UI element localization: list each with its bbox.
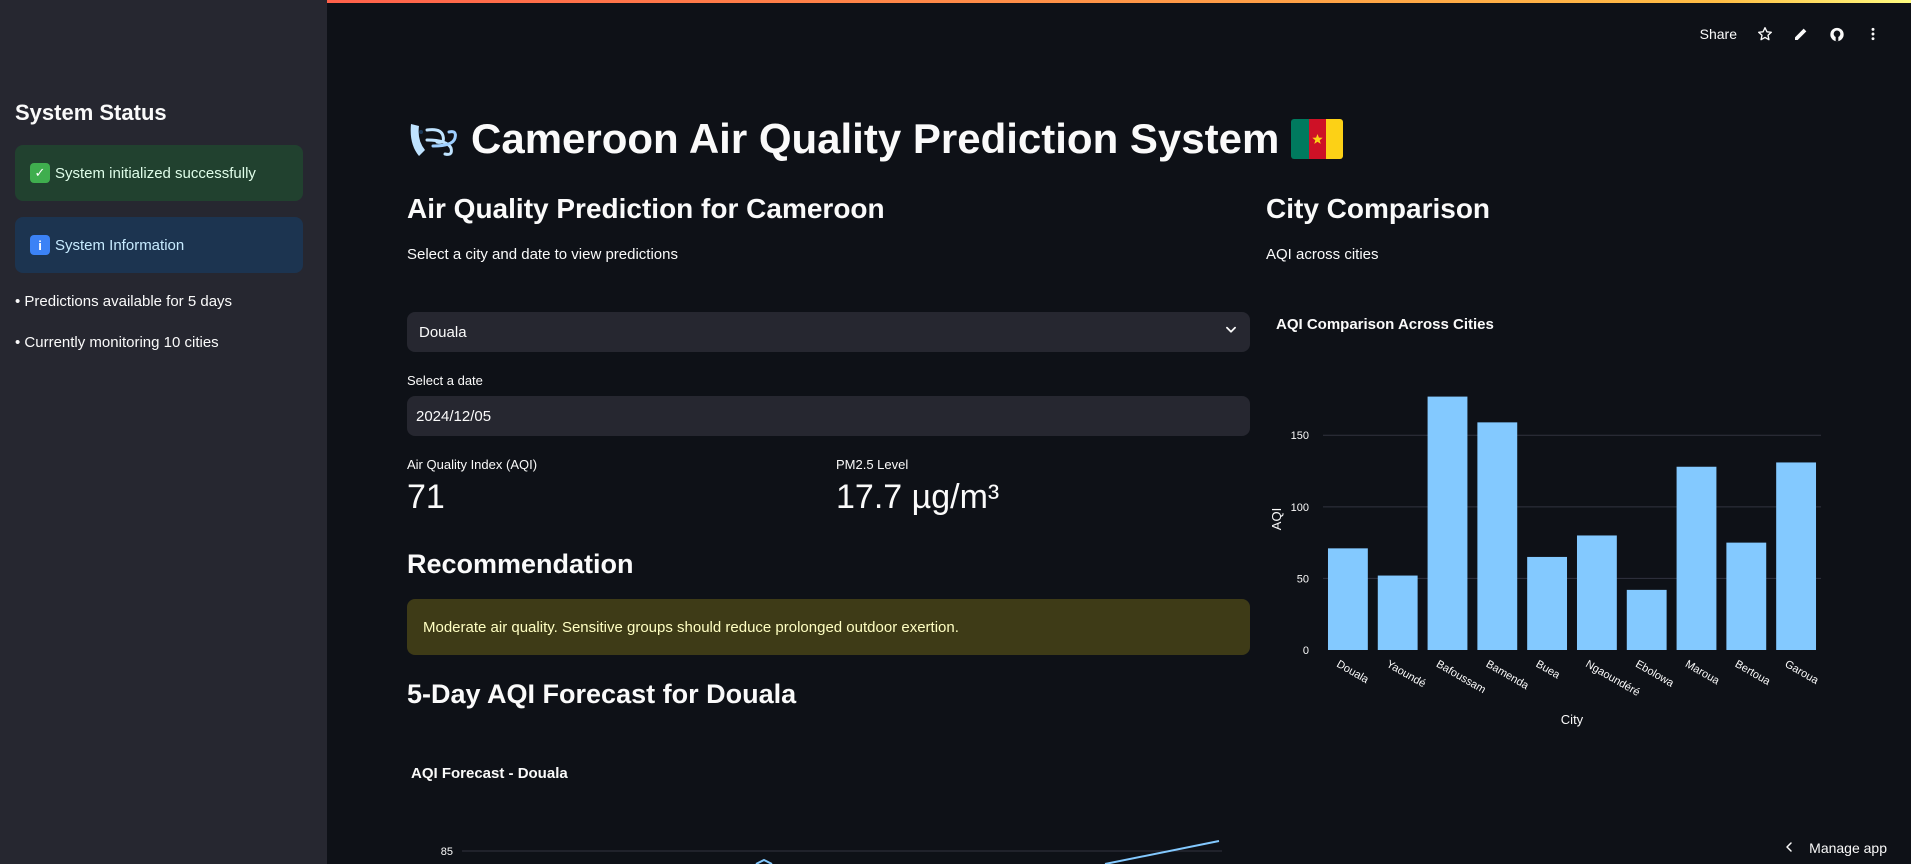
info-icon: i — [30, 235, 50, 255]
comparison-heading: City Comparison — [1266, 193, 1491, 224]
bar-chart-ytick-label: 50 — [1297, 573, 1309, 585]
recommendation-alert: Moderate air quality. Sensitive groups s… — [407, 599, 1250, 655]
city-select[interactable]: Douala — [407, 312, 1250, 352]
sidebar-bullet-monitoring: • Currently monitoring 10 cities — [15, 334, 219, 351]
bar-chart-bar — [1327, 548, 1368, 650]
wind-face-icon — [407, 116, 459, 162]
bar-chart-bar — [1576, 535, 1617, 650]
forecast-point-marker — [755, 858, 773, 864]
star-icon[interactable] — [1757, 26, 1773, 42]
bar-chart-bar — [1477, 422, 1518, 650]
sidebar: System Status ✓ System initialized succe… — [0, 0, 327, 864]
prediction-caption: Select a city and date to view predictio… — [407, 246, 678, 263]
aqi-metric-label: Air Quality Index (AQI) — [407, 457, 538, 472]
forecast-line — [1104, 840, 1220, 864]
prediction-heading: Air Quality Prediction for Cameroon — [407, 193, 885, 224]
bar-chart-xtick-label: Buea — [1534, 658, 1563, 682]
check-icon: ✓ — [30, 163, 50, 183]
info-alert-text: System Information — [55, 236, 185, 254]
bar-chart-bar — [1527, 556, 1568, 650]
bar-chart-title: AQI Comparison Across Cities — [1276, 316, 1494, 333]
chevron-down-icon — [1224, 323, 1238, 341]
pm25-metric-label: PM2.5 Level — [836, 457, 909, 472]
pm25-metric-value: 17.7 µg/m³ — [836, 478, 1000, 516]
bar-chart-bar — [1776, 462, 1817, 650]
bar-chart-xtick-label: Maroua — [1683, 658, 1722, 687]
bar-chart-bar — [1377, 575, 1418, 650]
forecast-heading: 5-Day AQI Forecast for Douala — [407, 679, 797, 709]
cameroon-flag-icon — [1291, 119, 1344, 159]
chevron-left-icon — [1783, 840, 1795, 856]
date-input-value: 2024/12/05 — [416, 407, 492, 425]
success-alert-text: System initialized successfully — [55, 164, 256, 182]
manage-app-button[interactable]: Manage app — [1783, 840, 1887, 856]
bar-chart-bar — [1676, 466, 1717, 650]
date-input[interactable]: 2024/12/05 — [407, 396, 1250, 436]
aqi-comparison-chart: AQI Comparison Across Cities 0 50 100 150 Dou… — [1269, 316, 1822, 727]
comparison-caption: AQI across cities — [1266, 246, 1379, 263]
sidebar-bullet-predictions: • Predictions available for 5 days — [15, 293, 233, 310]
more-vert-icon[interactable] — [1865, 26, 1881, 42]
aqi-metric-value: 71 — [407, 478, 445, 516]
forecast-chart: 85 — [441, 840, 1222, 864]
github-icon[interactable] — [1829, 26, 1845, 42]
bar-chart-xlabel: City — [1561, 712, 1584, 727]
bar-chart-xtick-label: Bamenda — [1484, 658, 1532, 692]
bar-chart-xtick-label: Douala — [1334, 658, 1371, 686]
bar-chart-xtick-label: Bertoua — [1733, 658, 1773, 688]
share-button[interactable]: Share — [1699, 26, 1737, 42]
bar-chart-ylabel: AQI — [1269, 508, 1284, 530]
page-title: Cameroon Air Quality Prediction System — [407, 115, 1344, 163]
manage-app-label: Manage app — [1809, 840, 1887, 856]
forecast-chart-title: AQI Forecast - Douala — [411, 765, 568, 782]
bar-chart-ytick-label: 0 — [1303, 645, 1309, 657]
forecast-ytick-label: 85 — [441, 846, 453, 858]
bar-chart-xtick-label: Garoua — [1783, 658, 1822, 687]
bar-chart-bar — [1626, 589, 1667, 650]
header-toolbar: Share — [1700, 26, 1881, 42]
top-accent-bar — [0, 0, 1911, 3]
date-label: Select a date — [407, 373, 483, 388]
city-select-value: Douala — [419, 323, 467, 341]
bar-chart-ytick-label: 100 — [1291, 502, 1309, 514]
bar-chart-ytick-label: 150 — [1291, 430, 1309, 442]
recommendation-text: Moderate air quality. Sensitive groups s… — [423, 618, 959, 636]
bar-chart-xtick-label: Ngaoundéré — [1583, 658, 1641, 699]
bar-chart-bar — [1427, 396, 1468, 650]
info-alert: i System Information — [15, 217, 303, 273]
page-title-text: Cameroon Air Quality Prediction System — [471, 115, 1280, 162]
edit-icon[interactable] — [1793, 26, 1809, 42]
bar-chart-xtick-label: Ebolowa — [1633, 658, 1676, 690]
bar-chart-bar — [1726, 542, 1767, 650]
recommendation-heading: Recommendation — [407, 549, 634, 579]
sidebar-title: System Status — [15, 100, 167, 125]
bar-chart-xtick-label: Yaoundé — [1384, 658, 1427, 690]
bar-chart-xtick-label: Bafoussam — [1434, 658, 1488, 696]
success-alert: ✓ System initialized successfully — [15, 145, 303, 201]
